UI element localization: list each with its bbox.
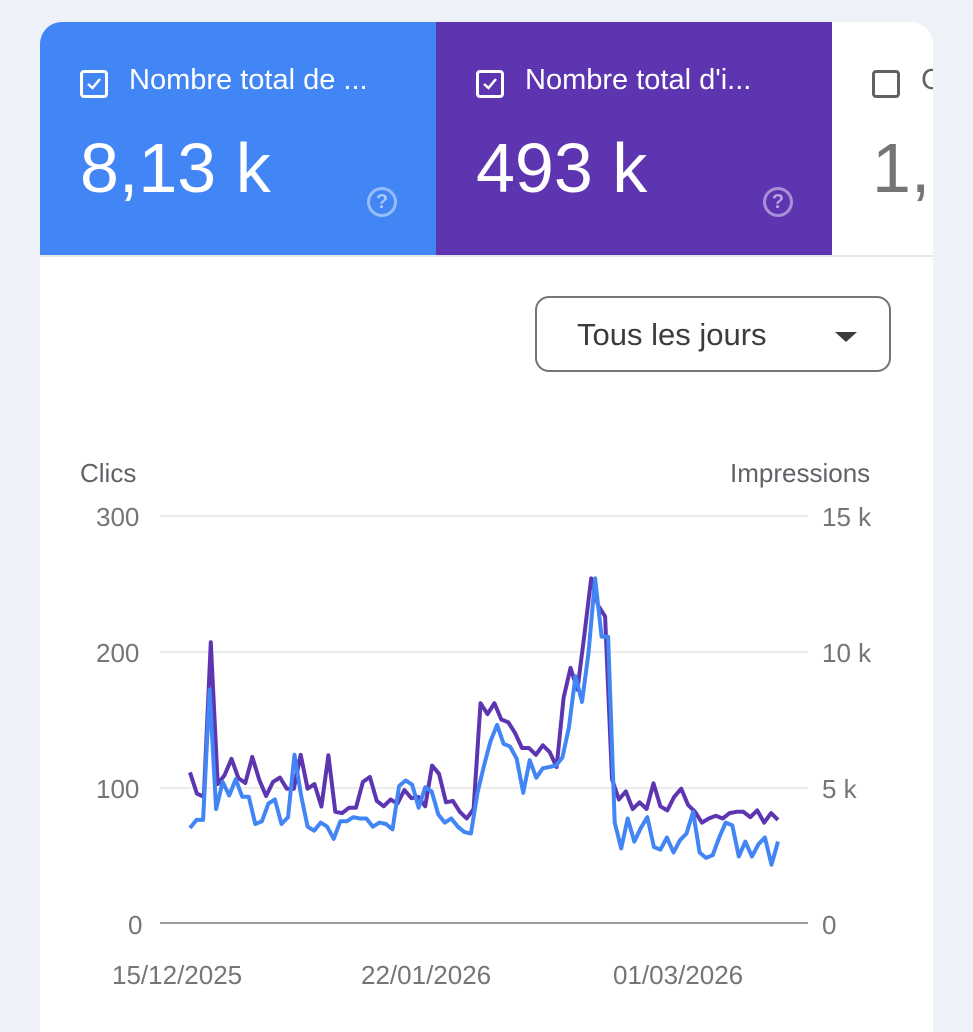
metric-ctr-truncated[interactable]: C 1, bbox=[832, 22, 933, 255]
left-axis-title: Clics bbox=[80, 458, 137, 488]
left-tick: 200 bbox=[96, 638, 140, 668]
clicks-line bbox=[188, 576, 780, 867]
metric-label: C bbox=[921, 64, 933, 96]
checkbox-unchecked-icon[interactable] bbox=[872, 70, 900, 98]
metric-value: 8,13 k bbox=[80, 129, 271, 207]
metric-total-clicks[interactable]: Nombre total de ... 8,13 k ? bbox=[40, 22, 436, 255]
right-axis-title: Impressions bbox=[730, 458, 871, 488]
help-icon[interactable]: ? bbox=[763, 187, 793, 217]
performance-card: Nombre total de ... 8,13 k ? Nombre tota… bbox=[40, 22, 933, 1032]
checkbox-checked-icon[interactable] bbox=[80, 70, 108, 98]
metric-total-impressions[interactable]: Nombre total d'i... 493 k ? bbox=[436, 22, 832, 255]
right-tick: 0 bbox=[822, 910, 837, 940]
right-tick: 10 k bbox=[822, 638, 872, 668]
help-icon[interactable]: ? bbox=[367, 187, 397, 217]
metric-value: 1, bbox=[872, 129, 931, 207]
right-tick: 15 k bbox=[822, 502, 872, 532]
metric-label: Nombre total de ... bbox=[129, 64, 368, 96]
right-tick: 5 k bbox=[822, 774, 857, 804]
left-tick: 300 bbox=[96, 502, 140, 532]
metric-value: 493 k bbox=[476, 129, 648, 207]
impressions-line bbox=[188, 576, 780, 825]
granularity-dropdown[interactable]: Tous les jours bbox=[535, 296, 891, 372]
metric-label: Nombre total d'i... bbox=[525, 64, 752, 96]
caret-down-icon bbox=[835, 332, 857, 342]
metric-tabs: Nombre total de ... 8,13 k ? Nombre tota… bbox=[40, 22, 933, 257]
granularity-selected: Tous les jours bbox=[577, 317, 767, 352]
x-tick: 22/01/2026 bbox=[361, 960, 492, 990]
x-tick: 01/03/2026 bbox=[613, 960, 744, 990]
left-tick: 0 bbox=[128, 910, 143, 940]
checkbox-checked-icon[interactable] bbox=[476, 70, 504, 98]
left-tick: 100 bbox=[96, 774, 140, 804]
x-tick: 15/12/2025 bbox=[112, 960, 243, 990]
